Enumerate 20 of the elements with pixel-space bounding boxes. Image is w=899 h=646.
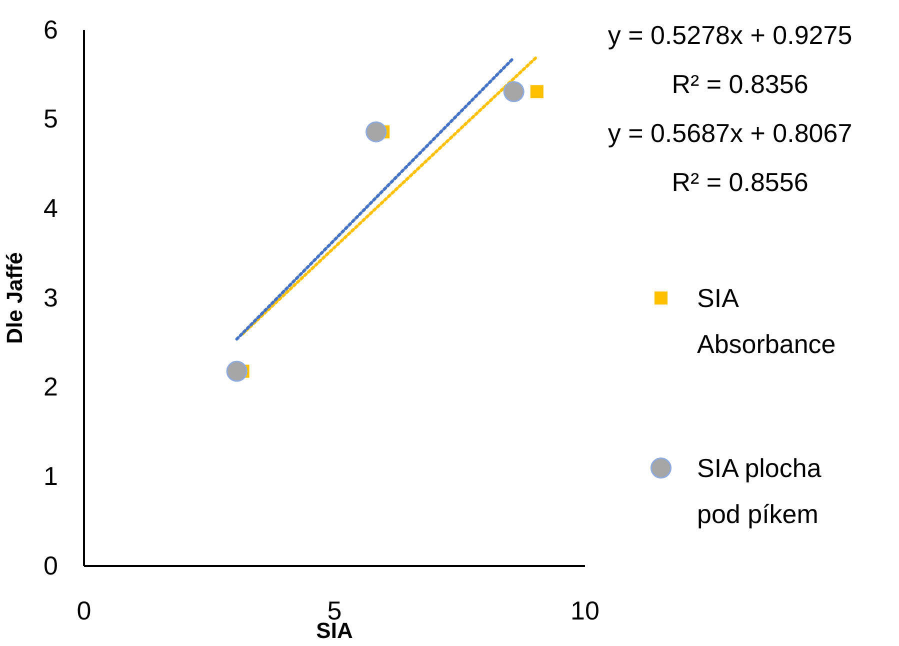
legend-label: SIA Absorbance — [697, 283, 836, 359]
point — [226, 360, 248, 382]
text: R² = 0.8356 — [672, 69, 808, 99]
y-tick-label: 3 — [44, 282, 58, 312]
y-tick-label: 2 — [44, 372, 58, 402]
legend-label: SIA plocha pod píkem — [697, 453, 822, 529]
text: y = 0.5278x + 0.9275 — [608, 20, 852, 50]
y-tick-label: 4 — [44, 192, 58, 223]
y-axis-title: Dle Jaffé — [2, 252, 27, 344]
x-tick-label: 10 — [570, 595, 600, 626]
point — [530, 85, 544, 98]
x-tick-label: 0 — [76, 595, 92, 626]
text: y = 0.5687x + 0.8067 — [608, 118, 852, 148]
point — [503, 81, 524, 102]
y-tick-label: 0 — [44, 550, 58, 580]
y-tick-label: 6 — [44, 14, 58, 44]
y-tick-label: 1 — [44, 460, 58, 491]
text: R² = 0.8556 — [672, 167, 808, 197]
point — [366, 121, 387, 142]
y-tick-label: 5 — [44, 104, 58, 134]
